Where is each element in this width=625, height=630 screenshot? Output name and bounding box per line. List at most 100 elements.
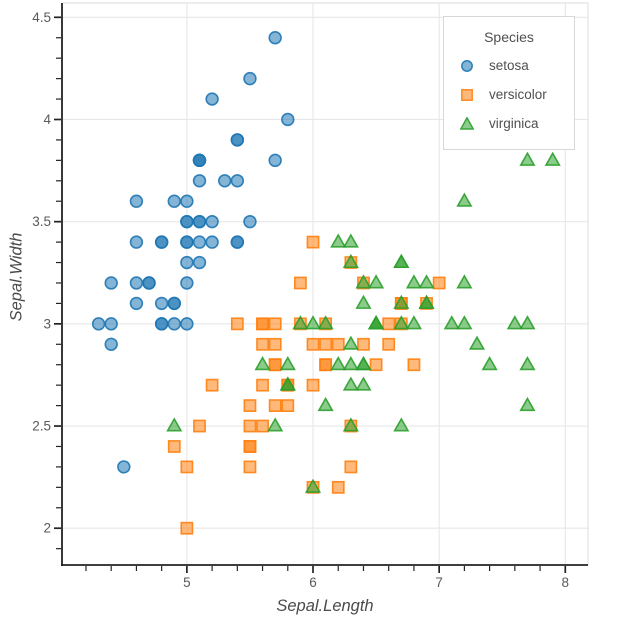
data-point: [254, 356, 271, 371]
data-point: [256, 378, 269, 392]
data-point: [519, 151, 536, 166]
data-point: [432, 276, 446, 290]
legend-marker: [461, 59, 473, 72]
x-tick-label: 7: [435, 575, 443, 590]
data-point: [243, 419, 257, 433]
data-point: [180, 255, 194, 270]
data-point: [268, 317, 282, 331]
series-virginica: [166, 151, 561, 493]
y-tick-label: 2: [43, 521, 51, 536]
data-point: [418, 294, 435, 309]
data-point: [180, 235, 194, 249]
data-point: [319, 358, 333, 372]
data-point: [468, 335, 486, 350]
data-point: [268, 337, 282, 351]
data-point: [344, 460, 358, 474]
data-point: [104, 337, 118, 351]
data-point: [279, 376, 296, 391]
data-point: [193, 419, 206, 433]
data-point: [243, 460, 257, 474]
data-point: [405, 315, 423, 330]
data-point: [192, 255, 207, 270]
data-point: [166, 417, 183, 432]
data-point: [180, 460, 194, 474]
series-setosa: [91, 31, 295, 474]
data-point: [104, 317, 118, 331]
data-point: [268, 358, 282, 372]
legend-item-label: setosa: [489, 58, 529, 73]
data-point: [342, 233, 359, 248]
data-point: [304, 315, 322, 330]
data-point: [306, 378, 320, 392]
data-point: [256, 419, 269, 433]
data-point: [167, 440, 181, 453]
data-point: [317, 315, 334, 330]
data-point: [331, 337, 345, 351]
data-point: [129, 276, 144, 290]
data-point: [544, 151, 561, 166]
data-point: [279, 356, 296, 371]
data-point: [506, 315, 523, 330]
data-point: [355, 274, 372, 289]
data-point: [393, 417, 410, 432]
data-point: [205, 235, 219, 249]
data-point: [342, 253, 359, 269]
data-point: [355, 356, 372, 371]
data-point: [342, 376, 359, 391]
data-point: [306, 337, 320, 351]
legend-item-label: versicolor: [489, 87, 547, 102]
data-point: [481, 356, 498, 371]
legend-item-virginica: virginica: [444, 109, 574, 138]
data-point: [230, 133, 245, 147]
legend-triangle-icon: [460, 116, 474, 130]
data-point: [355, 294, 372, 309]
data-point: [456, 192, 473, 207]
data-point: [519, 315, 536, 330]
data-point: [104, 276, 118, 290]
data-point: [142, 276, 156, 290]
y-axis-title: Sepal.Width: [7, 232, 26, 322]
data-point: [218, 174, 232, 188]
data-point: [243, 214, 257, 229]
data-point: [443, 315, 460, 330]
data-point: [355, 376, 372, 391]
data-point: [281, 112, 295, 127]
x-tick-label: 6: [309, 575, 317, 590]
data-point: [393, 315, 410, 330]
y-tick-label: 3.5: [32, 214, 51, 229]
data-point: [368, 315, 385, 330]
data-point: [292, 315, 309, 330]
data-point: [192, 174, 207, 188]
legend: Species setosa versicolor virginica: [443, 16, 575, 150]
data-point: [129, 194, 144, 208]
data-point: [205, 214, 219, 229]
data-point: [180, 317, 194, 331]
data-point: [129, 296, 144, 311]
y-tick-label: 2.5: [32, 419, 51, 434]
data-point: [268, 153, 282, 168]
series-versicolor: [167, 235, 446, 535]
data-point: [180, 214, 194, 229]
data-point: [167, 317, 181, 331]
data-point: [154, 296, 169, 311]
data-point: [180, 194, 194, 208]
data-point: [317, 396, 334, 412]
data-point: [304, 478, 322, 493]
data-point: [407, 358, 421, 372]
legend-item-label: virginica: [489, 116, 539, 131]
data-point: [230, 317, 244, 331]
data-point: [256, 317, 269, 331]
data-point: [205, 92, 219, 106]
data-point: [382, 317, 396, 331]
data-point: [519, 356, 536, 371]
y-tick-label: 4.5: [32, 10, 51, 25]
data-point: [456, 274, 473, 289]
data-point: [205, 378, 219, 392]
data-point: [319, 337, 333, 351]
data-point: [281, 399, 295, 412]
data-point: [243, 440, 257, 453]
data-point: [357, 337, 370, 351]
data-point: [267, 417, 284, 432]
data-point: [331, 480, 345, 494]
data-point: [369, 358, 383, 372]
